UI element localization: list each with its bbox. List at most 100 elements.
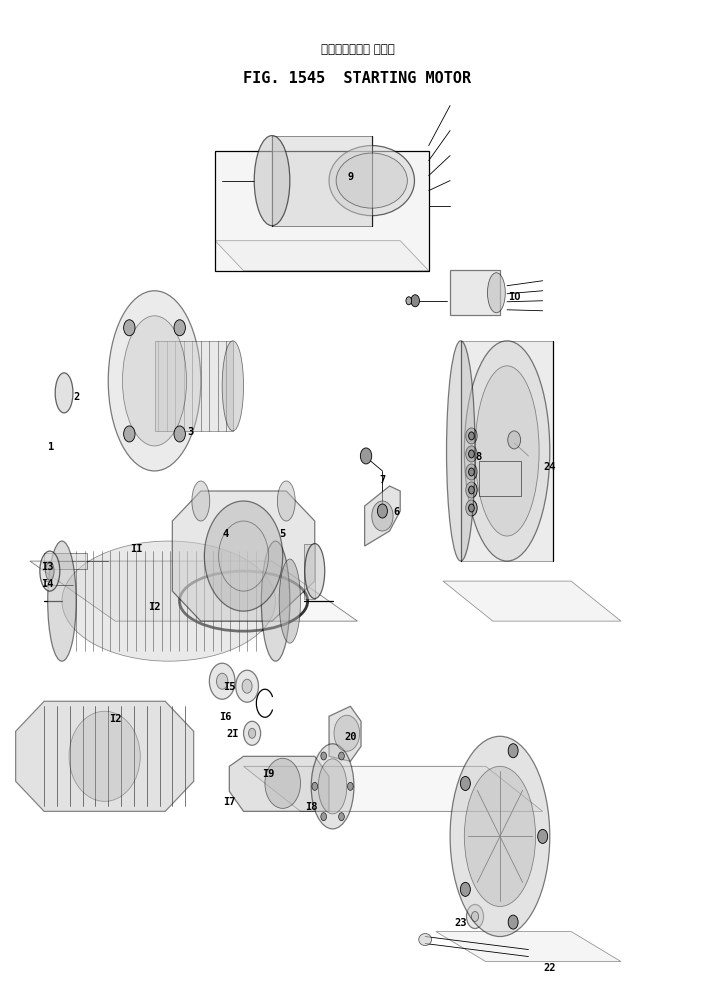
Circle shape	[372, 502, 393, 532]
Circle shape	[339, 752, 345, 760]
Text: I4: I4	[41, 579, 54, 589]
Circle shape	[242, 680, 252, 693]
Polygon shape	[244, 766, 543, 811]
Polygon shape	[365, 486, 400, 547]
Circle shape	[465, 500, 477, 517]
Circle shape	[466, 905, 483, 929]
Circle shape	[508, 744, 518, 758]
Circle shape	[174, 426, 185, 442]
Ellipse shape	[311, 744, 354, 829]
Text: I8: I8	[305, 801, 317, 811]
Circle shape	[468, 468, 474, 476]
Ellipse shape	[447, 341, 475, 562]
Text: I3: I3	[41, 562, 54, 572]
Circle shape	[312, 782, 317, 790]
Ellipse shape	[40, 552, 60, 592]
Circle shape	[465, 464, 477, 480]
Circle shape	[468, 450, 474, 458]
Circle shape	[468, 505, 474, 513]
Circle shape	[471, 912, 478, 922]
Text: 2: 2	[73, 391, 79, 401]
Text: I7: I7	[223, 796, 235, 806]
Circle shape	[460, 776, 470, 790]
Polygon shape	[172, 491, 315, 622]
Text: 2I: 2I	[227, 728, 239, 738]
Text: 24: 24	[543, 461, 556, 471]
Ellipse shape	[305, 544, 325, 599]
Polygon shape	[230, 756, 329, 811]
Circle shape	[265, 758, 300, 808]
Text: 7: 7	[379, 474, 385, 484]
Polygon shape	[215, 242, 429, 272]
Ellipse shape	[318, 759, 347, 814]
Text: 3: 3	[187, 426, 193, 436]
Bar	[44, 554, 87, 570]
Ellipse shape	[222, 341, 244, 431]
Ellipse shape	[475, 366, 539, 537]
Bar	[215, 151, 429, 272]
Circle shape	[204, 502, 282, 612]
Circle shape	[321, 752, 327, 760]
Circle shape	[347, 782, 353, 790]
Circle shape	[217, 674, 228, 689]
Text: I5: I5	[223, 682, 235, 691]
Text: 5: 5	[280, 529, 286, 539]
Ellipse shape	[450, 736, 550, 937]
Bar	[272, 136, 372, 227]
Circle shape	[460, 883, 470, 897]
Ellipse shape	[279, 560, 300, 644]
Ellipse shape	[192, 481, 209, 522]
Polygon shape	[329, 706, 361, 761]
Circle shape	[124, 426, 135, 442]
Circle shape	[406, 298, 412, 306]
Ellipse shape	[464, 341, 550, 562]
Ellipse shape	[122, 317, 187, 446]
Text: 4: 4	[222, 529, 229, 539]
Text: IO: IO	[508, 292, 521, 302]
Circle shape	[465, 482, 477, 498]
Circle shape	[321, 812, 327, 820]
Text: II: II	[130, 544, 143, 554]
Circle shape	[209, 664, 235, 699]
Ellipse shape	[255, 136, 290, 227]
Text: I2: I2	[148, 602, 161, 612]
Circle shape	[411, 296, 420, 308]
Circle shape	[124, 320, 135, 336]
Circle shape	[508, 915, 518, 929]
Ellipse shape	[419, 934, 432, 946]
Ellipse shape	[69, 711, 140, 801]
Bar	[215, 151, 429, 272]
Polygon shape	[30, 562, 358, 622]
Ellipse shape	[329, 146, 415, 217]
Bar	[450, 271, 500, 316]
Polygon shape	[436, 932, 621, 962]
Text: I9: I9	[262, 768, 275, 778]
Ellipse shape	[277, 481, 295, 522]
Text: 23: 23	[455, 917, 467, 927]
Ellipse shape	[46, 563, 54, 581]
Circle shape	[219, 522, 268, 592]
Ellipse shape	[262, 542, 290, 662]
Circle shape	[249, 728, 256, 738]
Circle shape	[465, 428, 477, 444]
Text: 9: 9	[347, 172, 353, 182]
Ellipse shape	[336, 153, 408, 209]
Polygon shape	[443, 582, 621, 622]
Bar	[304, 545, 315, 600]
Text: 20: 20	[344, 731, 357, 741]
Text: 22: 22	[543, 962, 556, 972]
Ellipse shape	[488, 274, 506, 314]
Circle shape	[244, 721, 261, 745]
Circle shape	[468, 486, 474, 494]
Circle shape	[334, 715, 360, 751]
Ellipse shape	[108, 292, 201, 471]
Bar	[478, 461, 521, 496]
Ellipse shape	[62, 542, 275, 662]
Ellipse shape	[464, 766, 536, 907]
Text: スターティング モータ: スターティング モータ	[320, 43, 395, 56]
Ellipse shape	[55, 373, 73, 413]
Bar	[154, 341, 233, 431]
Circle shape	[508, 431, 521, 449]
Text: FIG. 1545  STARTING MOTOR: FIG. 1545 STARTING MOTOR	[243, 71, 472, 86]
Text: 8: 8	[475, 451, 482, 461]
